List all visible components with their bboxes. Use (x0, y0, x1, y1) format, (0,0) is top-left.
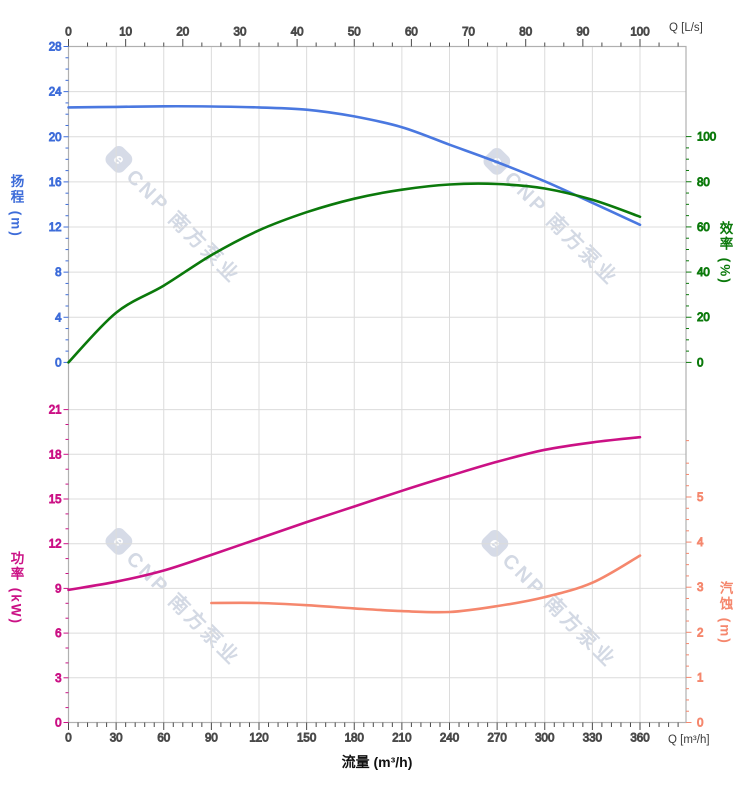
tick-label: 360 (630, 733, 649, 745)
head-axis-title: 扬程 (m) (8, 174, 24, 238)
head-curve (67, 104, 642, 227)
tick-label: 80 (519, 27, 532, 39)
npsh-axis-title: 汽蚀 (m) (717, 581, 733, 645)
tick-label: 60 (405, 27, 418, 39)
tick-label: 0 (697, 718, 703, 730)
tick-label: 15 (49, 494, 62, 506)
flow-axis-title: 流量 (m³/h) (341, 754, 413, 770)
tick-label: 4 (697, 537, 704, 549)
tick-label: 3 (697, 582, 703, 594)
top-axis: 0 10 20 30 40 50 60 70 80 90 100 (65, 26, 679, 47)
tick-label: 90 (205, 733, 218, 745)
tick-label: 80 (697, 177, 710, 189)
tick-label: 70 (462, 27, 475, 39)
tick-label: 12 (49, 539, 62, 551)
tick-label: 20 (697, 312, 710, 324)
tick-label: 0 (55, 357, 61, 369)
tick-label: 0 (65, 733, 71, 745)
efficiency-axis-title: 效率 (%) (717, 221, 733, 285)
tick-label: 240 (440, 733, 459, 745)
tick-label: 270 (488, 733, 507, 745)
tick-label: 180 (345, 733, 364, 745)
tick-label: 100 (630, 27, 649, 39)
tick-label: 40 (291, 27, 304, 39)
tick-label: 50 (348, 27, 361, 39)
tick-label: 24 (49, 87, 62, 99)
tick-label: 3 (55, 673, 61, 685)
tick-label: 21 (49, 405, 62, 417)
tick-label: 60 (157, 733, 170, 745)
tick-label: 330 (583, 733, 602, 745)
tick-label: 4 (55, 312, 62, 324)
tick-label: 9 (55, 583, 61, 595)
right-axis-npsh: 0 1 2 3 4 5 (686, 440, 705, 730)
tick-label: 10 (119, 27, 132, 39)
tick-label: 28 (49, 42, 62, 54)
tick-label: 40 (697, 267, 710, 279)
tick-label: 18 (49, 449, 62, 461)
tick-label: 100 (697, 132, 716, 144)
tick-label: 6 (55, 628, 61, 640)
tick-label: 300 (535, 733, 554, 745)
right-axis-efficiency: 0 20 40 60 80 100 (686, 131, 717, 370)
curves (67, 104, 642, 614)
tick-label: 30 (110, 733, 123, 745)
left-axis-power: 0 3 6 9 12 15 18 21 (48, 404, 69, 730)
tick-label: 16 (49, 177, 62, 189)
tick-label: 2 (697, 627, 703, 639)
tick-label: 20 (49, 132, 62, 144)
power-axis-title: 功率 (kW) (8, 551, 24, 625)
tick-label: 20 (176, 27, 189, 39)
tick-label: 150 (297, 733, 316, 745)
tick-label: 12 (49, 222, 62, 234)
tick-label: 210 (392, 733, 411, 745)
left-axis-head: 0 4 8 12 16 20 24 28 (48, 41, 69, 370)
plot-border (67, 45, 687, 724)
tick-label: 0 (697, 357, 703, 369)
tick-label: 0 (55, 718, 61, 730)
tick-label: 90 (576, 27, 589, 39)
tick-label: 0 (65, 27, 71, 39)
bottom-axis: 0 30 60 90 120 150 180 210 240 270 300 330 360 (65, 722, 679, 745)
npsh-curve (210, 554, 642, 614)
efficiency-curve (67, 182, 642, 364)
tick-label: 8 (55, 267, 61, 279)
gridlines (68, 46, 686, 723)
tick-label: 1 (697, 672, 703, 684)
tick-label: 120 (249, 733, 268, 745)
tick-label: 30 (234, 27, 247, 39)
bottom-axis-unit-label: Q [m³/h] (668, 734, 710, 746)
power-curve (67, 435, 642, 592)
top-axis-unit-label: Q [L/s] (669, 22, 703, 34)
tick-label: 5 (697, 492, 703, 504)
tick-label: 60 (697, 222, 710, 234)
